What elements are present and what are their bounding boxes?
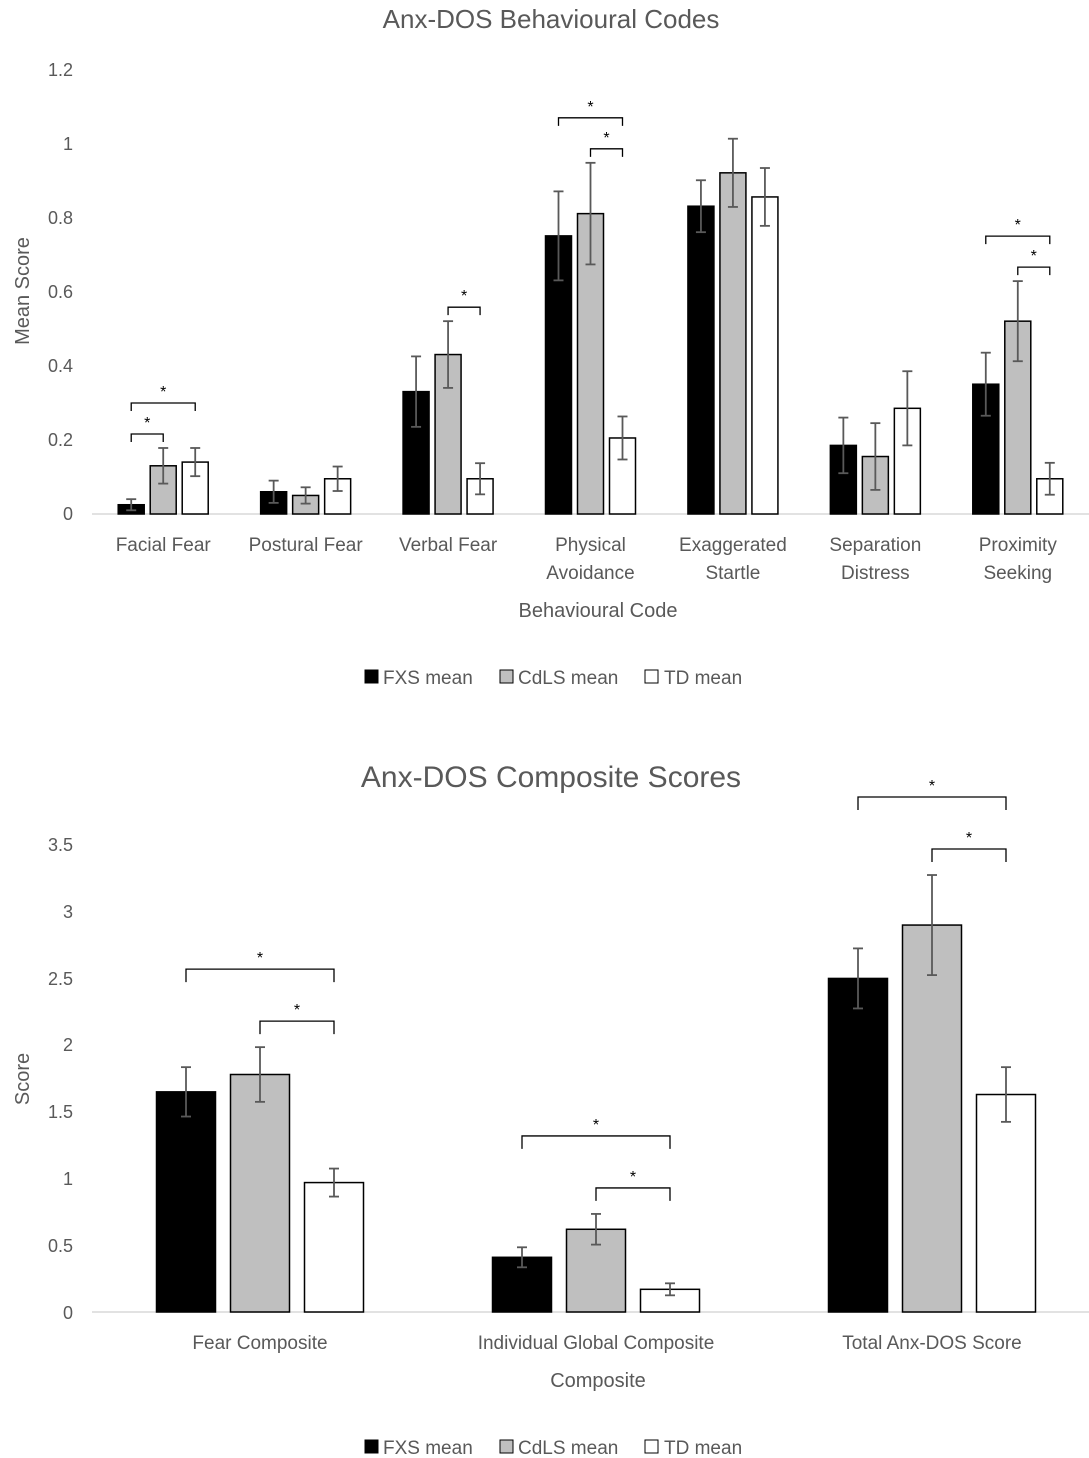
significance-bracket: [259, 1020, 335, 1035]
category-label: Postural Fear: [249, 535, 364, 556]
bar: [229, 1073, 291, 1313]
category-label: Total Anx-DOS Score: [842, 1333, 1022, 1354]
category-label: Exaggerated Startle: [679, 535, 787, 584]
bar: [303, 1181, 365, 1313]
y-tick-label: 0.8: [48, 208, 73, 228]
category-label: Facial Fear: [116, 535, 212, 556]
chart-composite-scores: Anx-DOS Composite Scores Score Composite…: [12, 761, 1089, 1458]
legend-item-fxs: FXS mean: [364, 1438, 473, 1458]
x-axis-title: Composite: [550, 1370, 646, 1392]
y-tick-label: 0.4: [48, 356, 73, 376]
significance-bracket: [1017, 266, 1051, 276]
y-tick-label: 0.6: [48, 282, 73, 302]
plot-area: Facial Fear Postural Fear Verbal Fear Physi…: [92, 99, 1089, 584]
significance-marker: *: [929, 778, 935, 795]
legend-label: TD mean: [664, 1438, 742, 1458]
significance-marker: *: [966, 830, 972, 847]
legend-item-td: TD mean: [644, 668, 742, 689]
chart-behavioural-codes: Anx-DOS Behavioural Codes Mean Score Beh…: [12, 4, 1089, 689]
category-label: Fear Composite: [192, 1333, 327, 1354]
significance-bracket: [931, 848, 1007, 863]
legend-label: TD mean: [664, 668, 742, 689]
legend-item-td: TD mean: [644, 1438, 742, 1458]
chart-title: Anx-DOS Composite Scores: [361, 761, 741, 794]
plot-area: Fear Composite Individual Global Composit…: [92, 778, 1089, 1354]
y-tick-label: 1: [63, 134, 73, 154]
legend-label: CdLS mean: [518, 668, 618, 689]
category-label: Proximity Seeking: [979, 535, 1058, 584]
y-tick-label: 0.2: [48, 430, 73, 450]
significance-marker: *: [587, 99, 593, 116]
significance-marker: *: [144, 415, 150, 432]
category-label: Verbal Fear: [399, 535, 498, 556]
legend: FXS mean CdLS mean TD mean: [364, 668, 742, 689]
legend-swatch: [364, 1439, 379, 1454]
legend-label: CdLS mean: [518, 1438, 618, 1458]
significance-marker: *: [630, 1169, 636, 1186]
legend-item-cdls: CdLS mean: [499, 1438, 618, 1458]
x-axis-title: Behavioural Code: [519, 600, 678, 622]
bar: [901, 924, 963, 1313]
significance-bracket: [857, 796, 1007, 811]
legend-swatch: [644, 1439, 659, 1454]
significance-marker: *: [593, 1117, 599, 1134]
legend-swatch: [499, 1439, 514, 1454]
significance-bracket: [521, 1135, 671, 1149]
legend-item-fxs: FXS mean: [364, 668, 473, 689]
significance-bracket: [130, 402, 196, 411]
significance-marker: *: [257, 950, 263, 967]
legend-swatch: [644, 669, 659, 684]
significance-bracket: [557, 117, 624, 126]
significance-marker: *: [603, 130, 609, 147]
significance-bracket: [595, 1187, 671, 1201]
bar: [719, 172, 747, 515]
significance-marker: *: [1031, 248, 1037, 265]
significance-bracket: [130, 433, 164, 442]
y-axis-title: Mean Score: [12, 237, 34, 345]
y-tick-label: 2.5: [48, 969, 73, 989]
y-tick-label: 3: [63, 902, 73, 922]
bar: [155, 1091, 217, 1313]
legend-swatch: [364, 669, 379, 684]
significance-marker: *: [461, 288, 467, 305]
significance-bracket: [985, 235, 1051, 245]
y-tick-label: 0: [63, 504, 73, 524]
legend-label: FXS mean: [383, 668, 473, 689]
bar: [751, 196, 779, 515]
legend-swatch: [499, 669, 514, 684]
legend: FXS mean CdLS mean TD mean: [364, 1438, 742, 1458]
significance-bracket: [589, 148, 624, 157]
bar: [687, 205, 715, 515]
y-tick-label: 1.2: [48, 60, 73, 80]
significance-marker: *: [294, 1002, 300, 1019]
bar: [975, 1093, 1037, 1313]
chart-title: Anx-DOS Behavioural Codes: [383, 4, 720, 34]
significance-marker: *: [1015, 217, 1021, 234]
y-axis-title: Score: [12, 1053, 34, 1105]
y-tick-label: 0: [63, 1303, 73, 1323]
y-tick-label: 0.5: [48, 1236, 73, 1256]
y-tick-label: 1: [63, 1169, 73, 1189]
y-tick-label: 2: [63, 1035, 73, 1055]
y-tick-label: 3.5: [48, 835, 73, 855]
legend-item-cdls: CdLS mean: [499, 668, 618, 689]
significance-marker: *: [160, 384, 166, 401]
category-label: Individual Global Composite: [478, 1333, 715, 1354]
bar: [827, 977, 889, 1313]
significance-bracket: [447, 306, 481, 316]
legend-label: FXS mean: [383, 1438, 473, 1458]
category-label: Separation Distress: [829, 535, 921, 584]
category-label: Physical Avoidance: [546, 535, 634, 584]
y-tick-label: 1.5: [48, 1102, 73, 1122]
significance-bracket: [185, 968, 335, 983]
